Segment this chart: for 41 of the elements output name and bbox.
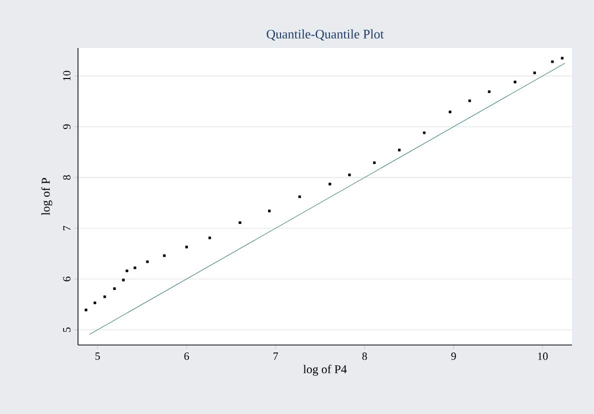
point: [514, 80, 516, 84]
point: [126, 270, 128, 272]
point: [122, 278, 125, 282]
point: [113, 287, 116, 290]
point: [448, 110, 452, 114]
x-tick-label: 6: [184, 352, 190, 360]
point: [533, 72, 536, 74]
x-tick-label: 9: [451, 352, 456, 360]
point: [398, 148, 401, 152]
point: [348, 174, 351, 176]
x-tick-label: 10: [538, 352, 548, 360]
point: [208, 236, 212, 240]
point: [268, 210, 271, 212]
point: [422, 131, 426, 134]
y-tick-label: 10: [63, 70, 70, 80]
x-tick-label: 7: [274, 352, 278, 360]
y-tick-label: 5: [63, 327, 70, 332]
chart-title: Quantile-Quantile Plot: [266, 29, 384, 40]
point: [146, 260, 149, 264]
point: [94, 302, 96, 304]
x-tick-label: 5: [95, 352, 100, 360]
point: [560, 56, 564, 60]
point: [468, 100, 471, 102]
y-tick-label: 7: [63, 226, 70, 230]
point: [238, 221, 242, 224]
point: [134, 266, 136, 270]
y-axis-title: log of P: [41, 178, 52, 216]
y-tick-label: 9: [63, 124, 70, 130]
point: [185, 246, 188, 248]
point: [163, 254, 166, 257]
x-axis-title: log of P4: [303, 364, 347, 376]
point: [84, 308, 88, 312]
x-tick-label: 8: [362, 352, 367, 360]
point: [103, 295, 106, 298]
y-tick-label: 8: [63, 175, 70, 180]
point: [298, 195, 301, 198]
y-tick-label: 6: [63, 276, 70, 282]
point: [488, 90, 491, 93]
point: [373, 161, 376, 164]
point: [328, 182, 332, 186]
point: [551, 60, 554, 63]
